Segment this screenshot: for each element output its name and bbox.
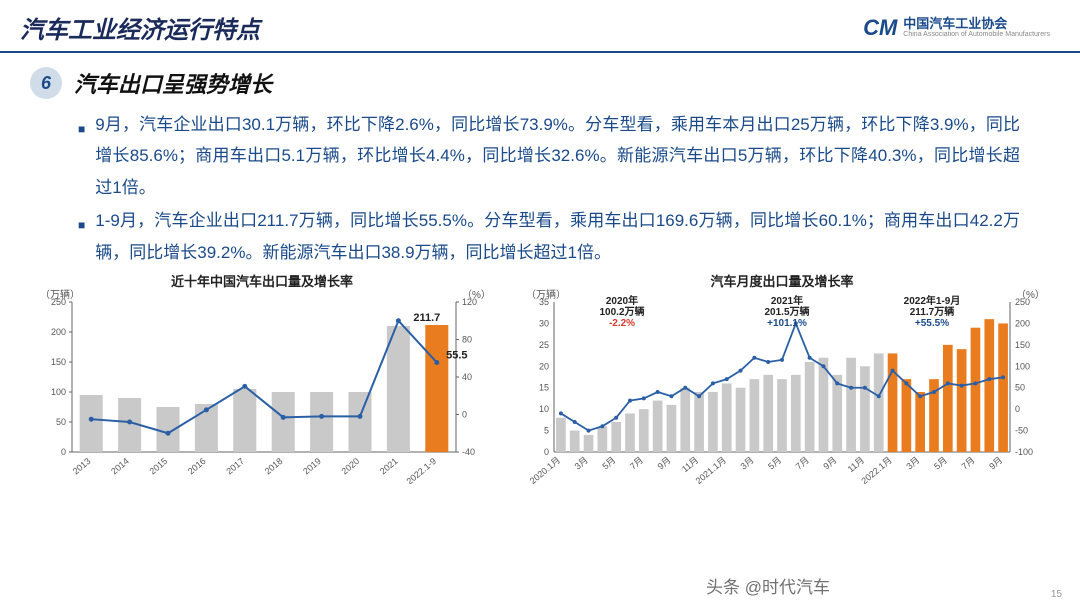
bullet-marker-icon: ■ xyxy=(78,214,85,268)
svg-text:211.7: 211.7 xyxy=(413,312,440,324)
svg-text:2022年1-9月: 2022年1-9月 xyxy=(904,294,961,307)
svg-text:200: 200 xyxy=(1015,319,1030,329)
svg-text:150: 150 xyxy=(1015,340,1030,350)
svg-text:9月: 9月 xyxy=(656,455,673,472)
logo-cn: 中国汽车工业协会 xyxy=(903,17,1050,31)
svg-text:2022.1月: 2022.1月 xyxy=(859,455,893,484)
svg-text:2015: 2015 xyxy=(148,456,170,477)
svg-text:200: 200 xyxy=(51,327,66,337)
svg-text:120: 120 xyxy=(462,297,477,307)
svg-text:9月: 9月 xyxy=(821,455,838,472)
svg-text:2021.1月: 2021.1月 xyxy=(694,455,728,484)
bullet-text: 9月，汽车企业出口30.1万辆，环比下降2.6%，同比增长73.9%。分车型看，… xyxy=(95,109,1020,203)
svg-text:-40: -40 xyxy=(462,447,475,457)
page-title: 汽车工业经济运行特点 xyxy=(20,10,260,45)
svg-text:2018: 2018 xyxy=(263,456,285,477)
svg-text:15: 15 xyxy=(539,383,549,393)
svg-text:80: 80 xyxy=(462,335,472,345)
svg-text:9月: 9月 xyxy=(987,455,1004,472)
svg-text:+55.5%: +55.5% xyxy=(915,318,949,329)
svg-text:5: 5 xyxy=(544,426,549,436)
monthly-export-chart: 汽车月度出口量及增长率（万辆）（%）05101520253035-100-500… xyxy=(512,274,1052,484)
svg-text:100: 100 xyxy=(51,387,66,397)
svg-text:0: 0 xyxy=(544,447,549,457)
section-number-badge: 6 xyxy=(30,67,62,99)
svg-text:2017: 2017 xyxy=(224,456,246,477)
svg-text:100.2万辆: 100.2万辆 xyxy=(599,305,644,318)
svg-text:50: 50 xyxy=(1015,383,1025,393)
svg-text:7月: 7月 xyxy=(794,455,811,472)
svg-text:汽车月度出口量及增长率: 汽车月度出口量及增长率 xyxy=(710,274,853,289)
svg-text:-2.2%: -2.2% xyxy=(609,318,635,329)
svg-text:11月: 11月 xyxy=(846,455,866,474)
svg-text:2021年: 2021年 xyxy=(771,294,803,307)
page-header: 汽车工业经济运行特点 CM 中国汽车工业协会 China Association… xyxy=(0,0,1080,53)
svg-text:0: 0 xyxy=(1015,404,1020,414)
svg-text:0: 0 xyxy=(462,410,467,420)
svg-text:30: 30 xyxy=(539,319,549,329)
svg-text:3月: 3月 xyxy=(738,455,755,472)
svg-text:-50: -50 xyxy=(1015,426,1028,436)
svg-text:250: 250 xyxy=(1015,297,1030,307)
svg-text:50: 50 xyxy=(56,417,66,427)
svg-text:2013: 2013 xyxy=(71,456,93,477)
svg-text:40: 40 xyxy=(462,372,472,382)
svg-text:5月: 5月 xyxy=(600,455,617,472)
svg-text:3月: 3月 xyxy=(573,455,590,472)
svg-text:2020.1月: 2020.1月 xyxy=(528,455,562,484)
page-number: 15 xyxy=(1051,589,1062,600)
svg-text:-100: -100 xyxy=(1015,447,1033,457)
svg-text:2016: 2016 xyxy=(186,456,208,477)
svg-text:2019: 2019 xyxy=(301,456,323,477)
svg-text:201.5万辆: 201.5万辆 xyxy=(764,305,809,318)
svg-text:35: 35 xyxy=(539,297,549,307)
charts-row: 近十年中国汽车出口量及增长率（万辆）（%）050100150200250-400… xyxy=(0,270,1080,484)
section-header: 6 汽车出口呈强势增长 xyxy=(0,53,1080,109)
svg-text:7月: 7月 xyxy=(960,455,977,472)
svg-text:0: 0 xyxy=(61,447,66,457)
logo-mark: CM xyxy=(863,15,897,41)
annual-export-chart: 近十年中国汽车出口量及增长率（万辆）（%）050100150200250-400… xyxy=(22,274,502,484)
svg-text:2022.1-9: 2022.1-9 xyxy=(404,456,438,484)
svg-text:10: 10 xyxy=(539,404,549,414)
svg-text:5月: 5月 xyxy=(932,455,949,472)
svg-text:近十年中国汽车出口量及增长率: 近十年中国汽车出口量及增长率 xyxy=(171,274,353,289)
svg-text:11月: 11月 xyxy=(680,455,700,474)
svg-text:250: 250 xyxy=(51,297,66,307)
svg-text:20: 20 xyxy=(539,361,549,371)
svg-text:55.5: 55.5 xyxy=(446,350,467,362)
svg-text:100: 100 xyxy=(1015,361,1030,371)
bullet-item: ■ 1-9月，汽车企业出口211.7万辆，同比增长55.5%。分车型看，乘用车出… xyxy=(78,205,1020,268)
svg-text:7月: 7月 xyxy=(628,455,645,472)
svg-text:3月: 3月 xyxy=(904,455,921,472)
svg-text:5月: 5月 xyxy=(766,455,783,472)
bullet-text: 1-9月，汽车企业出口211.7万辆，同比增长55.5%。分车型看，乘用车出口1… xyxy=(95,205,1020,268)
svg-text:2020: 2020 xyxy=(340,456,362,477)
section-title: 汽车出口呈强势增长 xyxy=(74,67,272,99)
logo-en: China Association of Automobile Manufact… xyxy=(903,31,1050,39)
svg-text:211.7万辆: 211.7万辆 xyxy=(910,305,954,318)
svg-text:25: 25 xyxy=(539,340,549,350)
svg-text:+101.1%: +101.1% xyxy=(767,318,807,329)
watermark-text: 头条 @时代汽车 xyxy=(706,573,830,598)
svg-text:2020年: 2020年 xyxy=(606,294,638,307)
svg-text:2014: 2014 xyxy=(109,456,131,477)
bullet-list: ■ 9月，汽车企业出口30.1万辆，环比下降2.6%，同比增长73.9%。分车型… xyxy=(0,109,1080,268)
bullet-item: ■ 9月，汽车企业出口30.1万辆，环比下降2.6%，同比增长73.9%。分车型… xyxy=(78,109,1020,203)
org-logo: CM 中国汽车工业协会 China Association of Automob… xyxy=(863,15,1050,41)
bullet-marker-icon: ■ xyxy=(78,118,85,203)
svg-text:150: 150 xyxy=(51,357,66,367)
svg-text:2021: 2021 xyxy=(378,456,400,477)
